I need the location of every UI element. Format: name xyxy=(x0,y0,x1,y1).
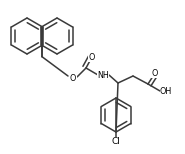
Text: OH: OH xyxy=(160,87,172,95)
Text: Cl: Cl xyxy=(112,138,120,146)
Text: O: O xyxy=(70,73,76,83)
Text: O: O xyxy=(152,69,158,77)
Text: O: O xyxy=(89,53,95,61)
Text: NH: NH xyxy=(97,71,109,79)
